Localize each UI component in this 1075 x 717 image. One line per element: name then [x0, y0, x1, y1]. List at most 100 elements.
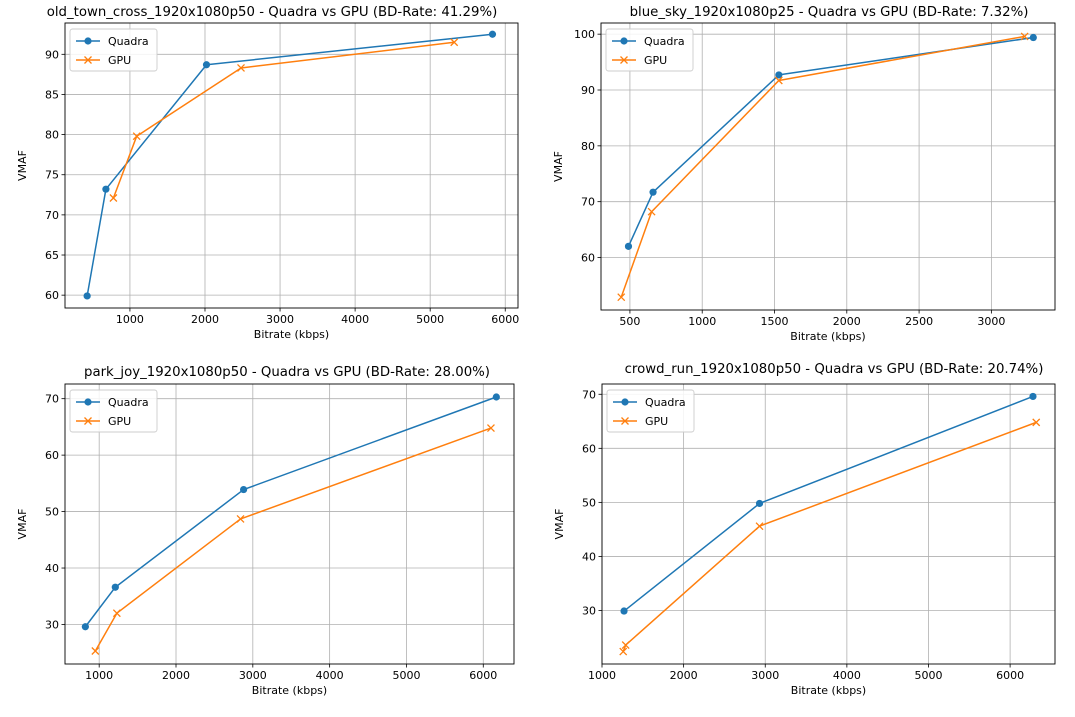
chart-title: park_joy_1920x1080p50 - Quadra vs GPU (B…	[84, 365, 490, 380]
y-tick-label: 30	[582, 604, 596, 617]
x-tick-label: 3000	[751, 669, 779, 682]
y-tick-label: 65	[45, 249, 59, 262]
data-point-gpu	[755, 522, 764, 531]
x-tick-label: 6000	[996, 669, 1024, 682]
y-tick-label: 60	[582, 442, 596, 455]
chart-title: old_town_cross_1920x1080p50 - Quadra vs …	[47, 5, 498, 20]
y-tick-label: 60	[45, 289, 59, 302]
x-tick-label: 5000	[392, 669, 420, 682]
x-tick-label: 500	[619, 315, 640, 328]
subplot-2: 500 1000 1500 2000 2500 3000 60 70 80 90 100 Quadra…	[552, 5, 1056, 343]
series-line-quadra	[84, 396, 497, 628]
legend-label-quadra: Quadra	[108, 396, 149, 409]
y-tick-label: 75	[45, 169, 59, 182]
legend-label-quadra: Quadra	[645, 396, 686, 409]
y-axis-label: VMAF	[553, 509, 566, 540]
data-point-quadra	[1029, 33, 1037, 42]
subplot-4: 1000 2000 3000 4000 5000 6000 30 40 50 60 70 Quadra…	[553, 362, 1056, 697]
data-point-quadra	[81, 623, 89, 631]
legend-label-gpu: GPU	[108, 54, 131, 67]
data-point-quadra	[649, 188, 657, 196]
y-tick-label: 70	[45, 393, 59, 406]
series-line-quadra	[86, 33, 493, 297]
data-point-quadra	[202, 61, 211, 69]
y-tick-label: 40	[582, 550, 596, 563]
data-point-gpu	[774, 76, 783, 85]
y-tick-label: 85	[45, 88, 59, 101]
data-point-quadra	[83, 292, 91, 300]
data-point-quadra	[240, 485, 248, 494]
legend-marker-quadra	[620, 37, 628, 45]
chart-title: crowd_run_1920x1080p50 - Quadra vs GPU (…	[625, 362, 1044, 377]
y-tick-label: 70	[45, 209, 59, 222]
legend-label-gpu: GPU	[645, 415, 668, 428]
x-axis-label: Bitrate (kbps)	[790, 330, 865, 343]
y-tick-label: 30	[45, 618, 59, 631]
data-point-gpu	[132, 132, 141, 141]
legend-marker-gpu	[620, 56, 628, 64]
y-tick-label: 70	[582, 388, 596, 401]
legend-marker-gpu	[621, 417, 629, 425]
legend: Quadra GPU	[69, 389, 158, 433]
data-point-gpu	[112, 609, 121, 618]
data-point-quadra	[102, 185, 110, 193]
data-point-quadra	[624, 242, 633, 250]
data-point-gpu	[486, 424, 495, 432]
axes-frame	[64, 383, 515, 665]
x-tick-label: 6000	[469, 669, 497, 682]
legend-marker-quadra	[84, 398, 92, 406]
x-tick-label: 2000	[162, 669, 190, 682]
series-line-gpu	[94, 427, 492, 652]
series-line-gpu	[622, 421, 1037, 652]
legend-marker-quadra	[84, 37, 92, 45]
data-point-gpu	[236, 514, 245, 523]
y-tick-label: 60	[581, 252, 595, 265]
axes-frame	[601, 383, 1056, 665]
data-point-gpu	[619, 647, 628, 656]
series-line-quadra	[627, 36, 1034, 247]
x-tick-label: 2000	[833, 315, 861, 328]
x-tick-label: 4000	[833, 669, 861, 682]
legend-label-quadra: Quadra	[108, 35, 149, 48]
y-axis-label: VMAF	[16, 509, 29, 540]
data-point-gpu	[450, 38, 459, 47]
data-point-quadra	[775, 71, 783, 79]
data-point-gpu	[617, 293, 626, 302]
data-point-gpu	[621, 641, 630, 650]
data-point-gpu	[91, 647, 100, 655]
x-tick-label: 1000	[85, 669, 113, 682]
legend: Quadra GPU	[605, 28, 694, 72]
legend-label-gpu: GPU	[644, 54, 667, 67]
y-tick-label: 80	[45, 129, 59, 142]
x-tick-label: 3000	[977, 315, 1005, 328]
x-tick-label: 1000	[116, 313, 144, 326]
data-point-quadra	[488, 30, 497, 38]
y-tick-label: 40	[45, 562, 59, 575]
y-tick-label: 50	[582, 496, 596, 509]
data-point-quadra	[755, 499, 764, 508]
x-tick-label: 4000	[316, 669, 344, 682]
series-line-gpu	[620, 35, 1025, 298]
x-tick-label: 1000	[588, 669, 616, 682]
data-point-quadra	[1029, 392, 1037, 401]
data-point-gpu	[647, 207, 656, 216]
axes-frame	[600, 22, 1056, 311]
y-tick-label: 90	[45, 48, 59, 61]
y-tick-label: 80	[581, 140, 595, 153]
axes-frame	[64, 22, 519, 309]
x-tick-label: 1500	[761, 315, 789, 328]
legend-marker-quadra	[621, 398, 629, 406]
data-point-quadra	[111, 583, 119, 591]
data-point-gpu	[1020, 32, 1029, 41]
subplot-3: 1000 2000 3000 4000 5000 6000 30 40 50 60 70 Quadra…	[16, 365, 515, 697]
legend-marker-gpu	[84, 56, 92, 64]
legend: Quadra GPU	[606, 389, 695, 433]
y-tick-label: 100	[574, 28, 595, 41]
data-point-quadra	[620, 607, 628, 615]
data-point-gpu	[109, 194, 118, 202]
data-point-quadra	[492, 393, 500, 401]
y-axis-label: VMAF	[16, 150, 29, 181]
y-tick-label: 50	[45, 506, 59, 519]
series-line-gpu	[112, 41, 455, 199]
